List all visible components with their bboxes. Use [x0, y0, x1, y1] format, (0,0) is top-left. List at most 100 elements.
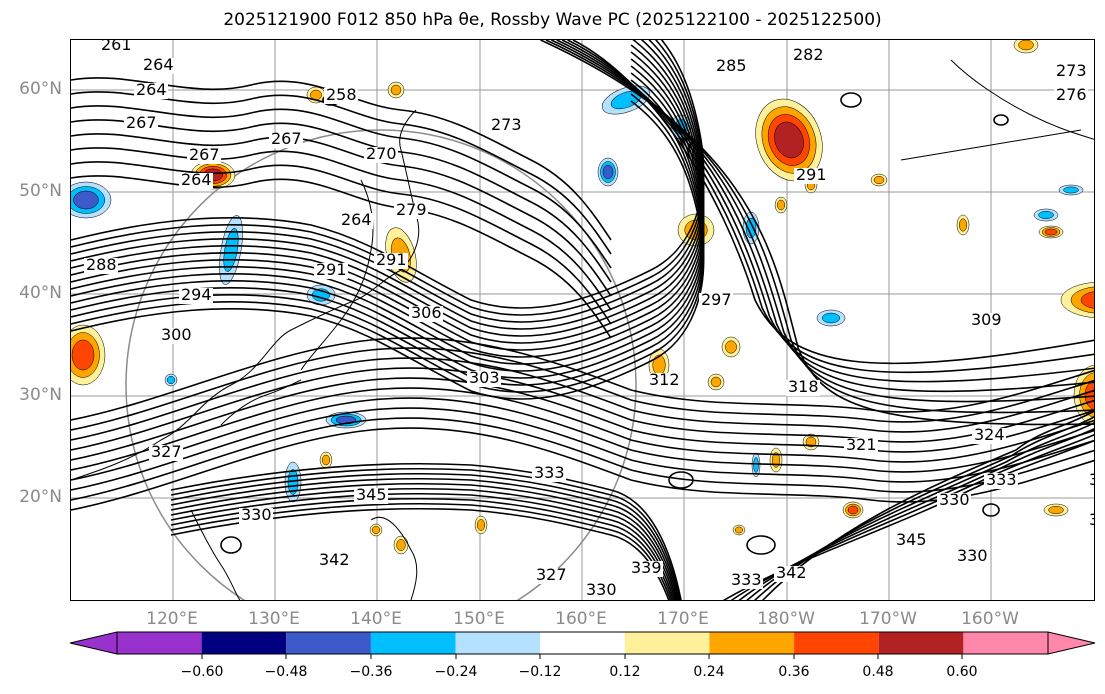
theta-e-contour	[982, 503, 1000, 517]
longitude-label: 140°E	[350, 609, 402, 629]
theta-e-contour	[71, 100, 705, 400]
contour-label: 303	[469, 368, 500, 387]
longitude-label: 160°E	[555, 609, 607, 629]
theta-e-contour	[71, 40, 705, 309]
contour-label-background	[317, 553, 351, 569]
shading-blob	[870, 173, 888, 187]
contour-label-background	[187, 148, 221, 164]
shading-level	[1044, 228, 1058, 236]
theta-e-contour	[71, 367, 1094, 451]
theta-e-contour	[170, 472, 680, 600]
shading-level	[805, 436, 817, 448]
contour-label: 327	[536, 565, 567, 584]
radius-circle-line	[125, 129, 637, 600]
shading-level	[873, 176, 885, 184]
theta-e-contour	[71, 387, 1094, 471]
theta-e-contour	[540, 40, 1094, 426]
contour-label: 273	[1056, 61, 1087, 80]
theta-e-contour	[71, 40, 705, 330]
shading-blob	[387, 81, 405, 99]
contour-label: 333	[986, 470, 1017, 489]
shading-level	[1048, 506, 1064, 514]
contour-label-background	[629, 561, 663, 577]
contour-label: 321	[846, 435, 877, 454]
shading-level	[777, 199, 785, 211]
theta-e-contour	[170, 487, 676, 600]
theta-e-contour	[746, 535, 776, 555]
contour-label-background	[774, 566, 808, 582]
theta-e-contour	[840, 92, 862, 108]
contour-label-background	[955, 549, 989, 565]
shading-level	[71, 339, 95, 371]
shading-blob	[1033, 208, 1059, 222]
contour-label-background	[239, 508, 273, 524]
contour-label-background	[1087, 473, 1094, 489]
contour-label-background	[699, 293, 733, 309]
contour-label-background	[489, 118, 523, 134]
contour-label-background	[179, 173, 213, 189]
shading-blob	[1060, 282, 1094, 318]
theta-e-contour	[170, 482, 678, 600]
colorbar-tick-label: 0.36	[778, 664, 810, 680]
contour-label: 327	[151, 442, 182, 461]
longitude-label: 160°W	[961, 609, 1019, 629]
colorbar-bin	[201, 632, 287, 654]
theta-e-contour	[71, 347, 1094, 431]
contour-label: 300	[161, 325, 192, 344]
colorbar-tick-label: −0.48	[264, 664, 308, 680]
contour-label-background	[984, 473, 1018, 489]
shading-blob	[71, 324, 106, 386]
contour-label-background	[786, 380, 820, 396]
contour-label-background	[134, 83, 168, 99]
contour-label: 330	[241, 505, 272, 524]
contour-label: 324	[974, 425, 1005, 444]
colorbar-bin	[709, 632, 795, 654]
contour-label: 312	[649, 370, 680, 389]
contour-label: 258	[326, 85, 357, 104]
colorbar-frame	[116, 631, 1049, 655]
shading-level	[602, 164, 614, 180]
colorbar-tick-label: −0.12	[518, 664, 562, 680]
colorbar-bin	[878, 632, 964, 654]
shading-blob	[1043, 503, 1069, 517]
shading-level	[710, 376, 722, 388]
theta-e-contour	[71, 40, 705, 316]
longitude-label: 130°E	[248, 609, 300, 629]
shading-blob	[755, 98, 823, 182]
theta-e-contours	[71, 40, 1094, 600]
contour-label: 330	[939, 490, 970, 509]
contour-label-background	[354, 488, 388, 504]
shading-level	[1038, 211, 1054, 219]
theta-e-contour	[71, 77, 612, 241]
colorbar-tick-label: 0.60	[946, 664, 978, 680]
contour-label-background	[314, 263, 348, 279]
contour-label-background	[124, 116, 158, 132]
shading-level	[390, 84, 402, 96]
contour-label-background	[972, 428, 1006, 444]
theta-e-contour	[761, 410, 1094, 600]
contour-label: 273	[491, 115, 522, 134]
shading-level	[753, 457, 759, 473]
contour-label: 264	[136, 80, 167, 99]
shading-blob	[732, 524, 746, 536]
contour-label-background	[844, 438, 878, 454]
contour-label: 279	[396, 200, 427, 219]
colorbar-bin	[624, 632, 710, 654]
shading-level	[1080, 291, 1094, 309]
shading-blob	[816, 309, 846, 327]
contour-label-background	[179, 288, 213, 304]
contour-label: 333	[731, 570, 762, 589]
theta-e-contour	[71, 133, 612, 297]
theta-e-contour	[71, 65, 705, 365]
latitude-label: 60°N	[19, 79, 62, 99]
colorbar-tick-label: −0.24	[434, 664, 478, 680]
contour-label-background	[532, 466, 566, 482]
theta-e-contour	[71, 105, 612, 269]
theta-e-contour	[71, 407, 1094, 491]
shading-level	[1063, 186, 1079, 194]
shading-level	[1018, 40, 1034, 51]
latitude-label: 50°N	[19, 181, 62, 201]
shading-level	[725, 340, 737, 354]
colorbar-over-triangle	[1047, 631, 1096, 655]
shading-level	[822, 312, 840, 324]
